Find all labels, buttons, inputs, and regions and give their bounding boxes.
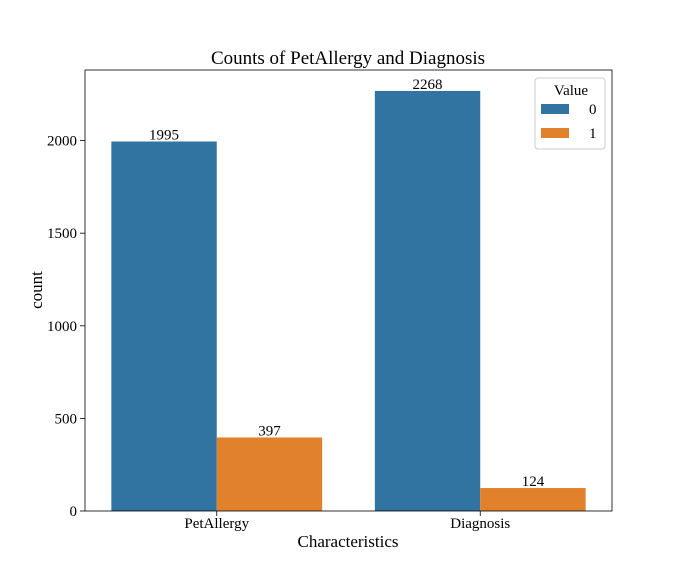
bar-PetAllergy-1 (216, 437, 323, 511)
legend: Value 0 1 (534, 77, 606, 150)
data-label: 2268 (413, 77, 443, 93)
legend-swatch (541, 128, 569, 138)
legend-swatch (541, 104, 569, 114)
y-tick-label: 1000 (47, 319, 77, 335)
bar-PetAllergy-0 (111, 141, 217, 512)
legend-label: 0 (589, 102, 597, 118)
x-tick-label: Diagnosis (450, 516, 510, 532)
y-tick-label: 500 (55, 411, 78, 427)
y-axis-ticks: 0 500 1000 1500 2000 (47, 134, 85, 520)
chart-title: Counts of PetAllergy and Diagnosis (211, 48, 485, 69)
y-axis-label: count (27, 271, 46, 309)
bar-Diagnosis-0 (374, 90, 481, 511)
legend-title: Value (554, 83, 588, 99)
data-label: 1995 (149, 127, 179, 143)
x-tick-label: PetAllergy (184, 516, 249, 532)
bar-Diagnosis-1 (480, 488, 586, 511)
plot-frame (84, 69, 613, 512)
bars-group: 1995 397 2268 124 (111, 77, 586, 512)
x-axis-label: Characteristics (297, 532, 398, 551)
y-tick-label: 0 (70, 504, 78, 520)
data-label: 397 (258, 423, 281, 439)
y-tick-label: 2000 (47, 134, 77, 150)
x-axis-ticks: PetAllergy Diagnosis (184, 511, 510, 532)
y-tick-label: 1500 (47, 226, 77, 242)
legend-label: 1 (589, 126, 597, 142)
data-label: 124 (522, 474, 545, 490)
